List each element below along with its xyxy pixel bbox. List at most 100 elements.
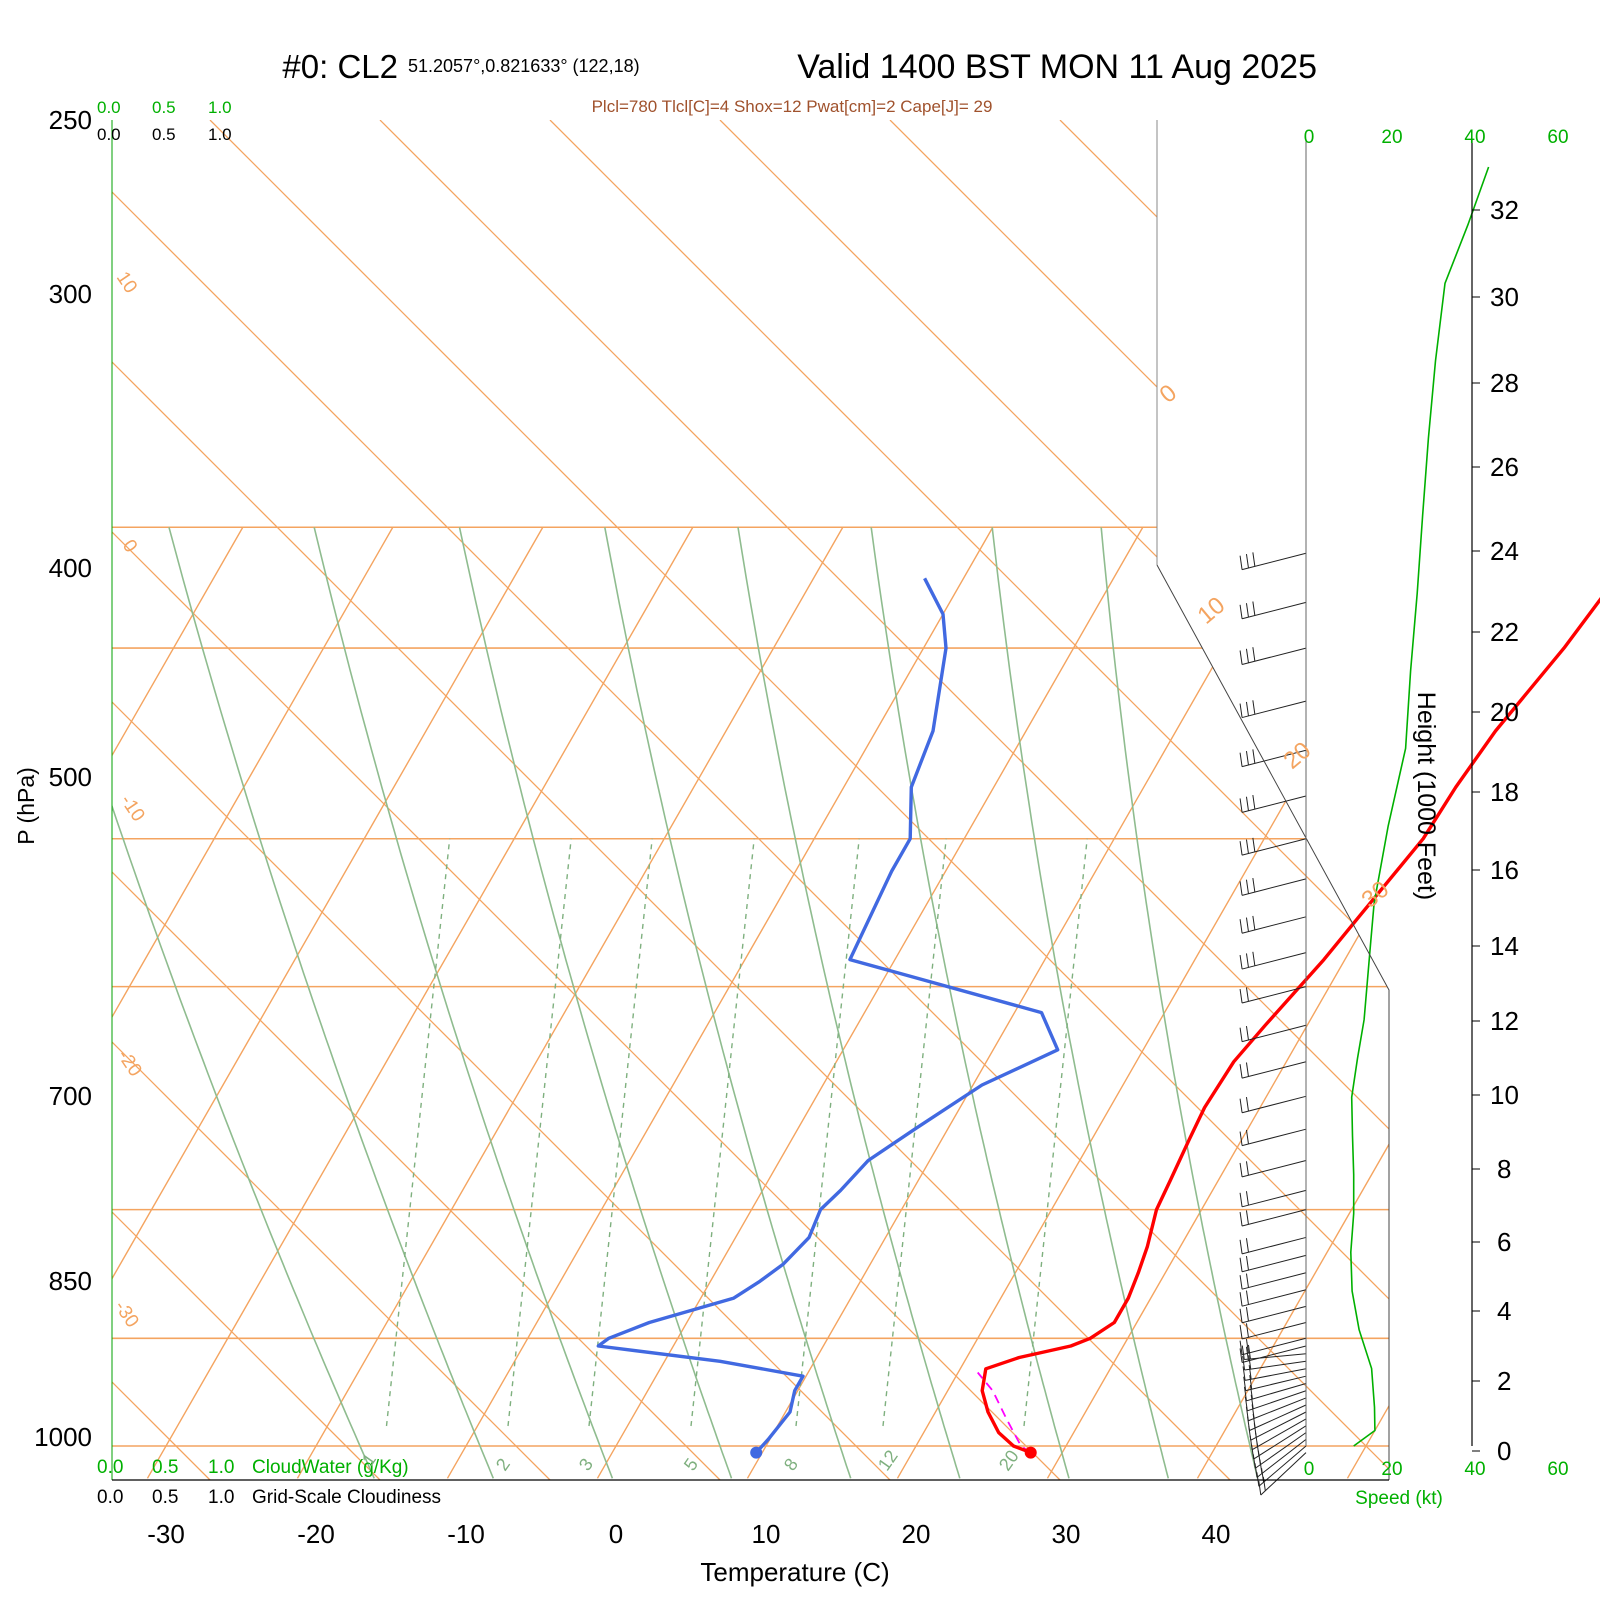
mixing-ratio-line bbox=[588, 838, 653, 1427]
isotherm-line bbox=[1497, 527, 1600, 1478]
speed-tick-label: 40 bbox=[1464, 127, 1485, 148]
speed-axis-bottom: 0 20 40 60 Speed (kt) bbox=[1304, 1459, 1569, 1509]
t-tick-label: 20 bbox=[902, 1519, 931, 1549]
speed-axis-title: Speed (kt) bbox=[1355, 1488, 1443, 1509]
title-coords: 51.2057°,0.821633° (122,18) bbox=[408, 56, 640, 76]
wind-barb bbox=[1244, 1390, 1307, 1412]
t-tick-label: 10 bbox=[752, 1519, 781, 1549]
isotherm-line bbox=[0, 527, 93, 1478]
wind-barb bbox=[1239, 1337, 1307, 1356]
cloudwater-tick-bottom: 0.0 bbox=[97, 1457, 123, 1478]
cloudwater-label: CloudWater (g/Kg) bbox=[252, 1457, 409, 1478]
height-axis: 0 2 4 6 8 10 12 14 16 18 20 22 24 26 28 … bbox=[1490, 195, 1519, 1466]
isotherm-label: -10 bbox=[116, 791, 149, 826]
cloudiness-tick-bottom: 0.5 bbox=[152, 1487, 178, 1508]
wind-barb bbox=[1239, 1254, 1307, 1273]
adiabat-line bbox=[112, 527, 375, 1479]
mixing-ratio-label: 8 bbox=[780, 1455, 802, 1475]
height-tick-label: 26 bbox=[1490, 452, 1519, 482]
temperature-trace bbox=[980, 597, 1600, 1455]
wind-barb bbox=[1239, 749, 1307, 768]
height-tick-label: 10 bbox=[1490, 1080, 1519, 1110]
guide-line bbox=[112, 120, 721, 1480]
wind-barb bbox=[1239, 700, 1307, 719]
wind-barb bbox=[1248, 1411, 1307, 1441]
wind-barb bbox=[1239, 1128, 1307, 1147]
wind-barb bbox=[1241, 1344, 1307, 1361]
mixing-ratio-line bbox=[795, 838, 860, 1427]
p-tick-label: 1000 bbox=[34, 1422, 92, 1452]
pressure-axis: 250 300 400 500 700 850 1000 bbox=[34, 105, 92, 1452]
wind-barb bbox=[1239, 795, 1307, 813]
cloudwater-tick-top: 0.0 bbox=[97, 98, 121, 117]
wind-barb bbox=[1239, 1024, 1307, 1043]
wind-barb bbox=[1239, 1209, 1307, 1227]
wind-barb bbox=[1243, 1383, 1307, 1402]
guide-line bbox=[112, 120, 1231, 1480]
wind-barb bbox=[1239, 647, 1307, 665]
mixing-ratio-label: 12 bbox=[874, 1446, 902, 1474]
height-tick-label: 24 bbox=[1490, 536, 1519, 566]
speed-tick-label: 0 bbox=[1304, 127, 1315, 148]
wind-barb bbox=[1239, 915, 1307, 934]
isotherm-label: 10 bbox=[1193, 592, 1231, 630]
speed-tick-label: 20 bbox=[1381, 127, 1402, 148]
surface-dewpoint-marker bbox=[750, 1446, 763, 1459]
t-tick-label: 40 bbox=[1202, 1519, 1231, 1549]
wind-barb bbox=[1239, 951, 1307, 970]
isotherm-line bbox=[1196, 526, 1389, 1479]
height-tick-label: 14 bbox=[1490, 931, 1519, 961]
height-tick-label: 4 bbox=[1497, 1296, 1511, 1326]
speed-tick-label: 0 bbox=[1304, 1459, 1315, 1480]
cloudwater-tick-top: 1.0 bbox=[208, 98, 232, 117]
guide-line bbox=[549, 120, 1389, 1480]
wind-barb bbox=[1239, 1305, 1307, 1324]
t-tick-label: 0 bbox=[609, 1519, 623, 1549]
plot-frame bbox=[111, 120, 1473, 1481]
stability-indices: Plcl=780 Tlcl[C]=4 Shox=12 Pwat[cm]=2 Ca… bbox=[592, 97, 993, 116]
isotherm-line bbox=[112, 526, 394, 1479]
guide-line bbox=[889, 120, 1389, 1480]
guide-line bbox=[112, 120, 1061, 1480]
wind-barb bbox=[1239, 1189, 1307, 1208]
height-tick-label: 16 bbox=[1490, 855, 1519, 885]
mixing-ratio-line bbox=[690, 838, 755, 1427]
wind-barb bbox=[1239, 1322, 1307, 1340]
height-tick-label: 32 bbox=[1490, 195, 1519, 225]
pressure-axis-title: P (hPa) bbox=[13, 767, 39, 845]
wind-barb bbox=[1251, 1425, 1307, 1460]
wind-barb bbox=[1239, 1272, 1307, 1290]
bottom-left-scales: 0.0 0.5 1.0 CloudWater (g/Kg) 0.0 0.5 1.… bbox=[97, 1457, 441, 1508]
isotherm-line bbox=[1046, 526, 1389, 1479]
height-tick-label: 8 bbox=[1497, 1154, 1511, 1184]
cloudiness-tick-top: 0.5 bbox=[152, 125, 176, 144]
mixing-ratio-line bbox=[507, 838, 572, 1427]
cloudwater-tick-bottom: 0.5 bbox=[152, 1457, 178, 1478]
guide-line bbox=[719, 120, 1389, 1480]
chart-title: #0: CL2 51.2057°,0.821633° (122,18) Vali… bbox=[282, 48, 1317, 116]
isotherm-label: 0 bbox=[1155, 379, 1183, 408]
top-left-scales: 0.0 0.5 1.0 0.0 0.5 1.0 bbox=[97, 98, 232, 144]
wind-barb bbox=[1239, 1160, 1307, 1178]
guide-line bbox=[112, 120, 551, 1480]
adiabat-line bbox=[991, 527, 1170, 1479]
isotherm-line bbox=[112, 526, 544, 1479]
isotherm-label: -30 bbox=[110, 1297, 143, 1332]
wind-barb bbox=[1258, 1452, 1307, 1496]
temperature-axis: -30 -20 -10 0 10 20 30 40 bbox=[147, 1519, 1230, 1549]
p-tick-label: 700 bbox=[49, 1081, 92, 1111]
height-tick-label: 6 bbox=[1497, 1227, 1511, 1257]
adiabat-line bbox=[737, 527, 961, 1479]
wind-barb bbox=[1239, 986, 1307, 1004]
adiabat-line bbox=[458, 527, 733, 1479]
adiabat-line bbox=[313, 527, 614, 1479]
wind-barb bbox=[1239, 1061, 1307, 1079]
speed-tick-label: 60 bbox=[1547, 127, 1568, 148]
height-tick-label: 2 bbox=[1497, 1366, 1511, 1396]
guide-line bbox=[209, 120, 1389, 1480]
isotherm-label: 10 bbox=[112, 268, 141, 297]
isotherm-label: 0 bbox=[118, 536, 141, 557]
cloudiness-tick-top: 1.0 bbox=[208, 125, 232, 144]
wind-barb bbox=[1239, 1289, 1307, 1307]
